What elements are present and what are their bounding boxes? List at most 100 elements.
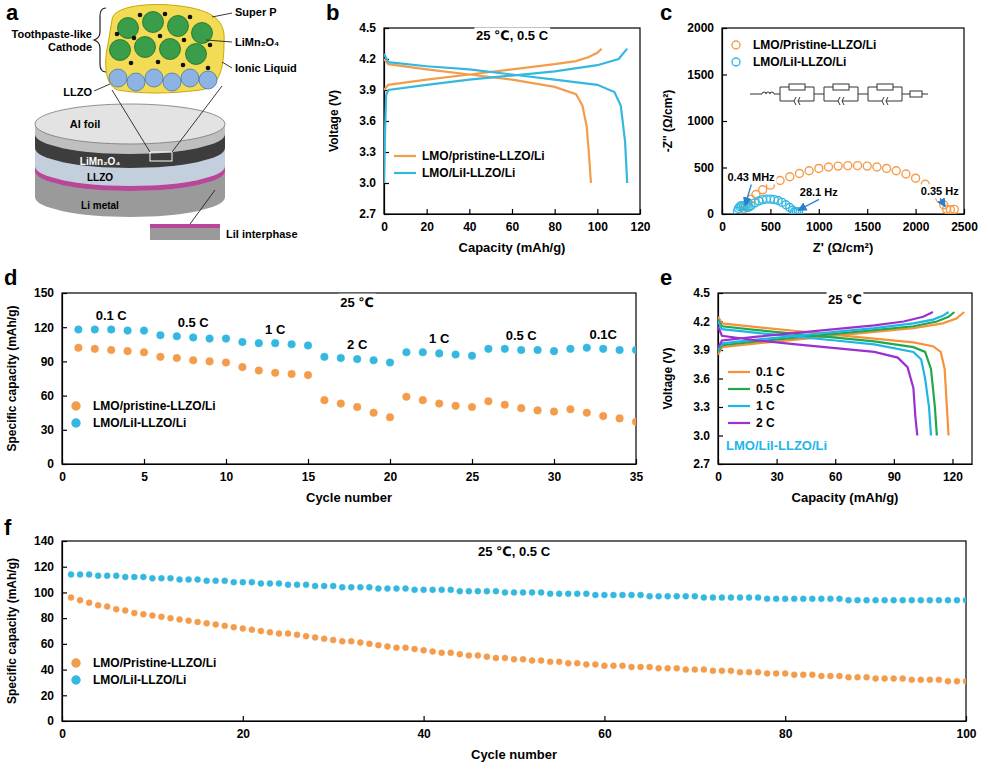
data-point xyxy=(240,579,246,585)
diagram-label-line: Toothpaste-like xyxy=(12,28,92,40)
tick-mark xyxy=(62,695,67,696)
tick-label: 0 xyxy=(47,714,54,728)
axis: 2.73.03.33.63.94.24.5 xyxy=(693,286,723,471)
data-point xyxy=(321,353,329,361)
data-point xyxy=(204,620,210,626)
data-point xyxy=(601,663,607,669)
tick-label: 1000 xyxy=(806,220,833,234)
annotation-patch xyxy=(428,330,452,347)
data-point xyxy=(157,353,165,361)
tick-label: 30 xyxy=(41,423,55,437)
diagram-label: Toothpaste-likeCathode xyxy=(12,28,92,53)
data-point xyxy=(140,327,148,335)
data-point xyxy=(647,664,653,670)
x-axis-title: Capacity (mAh/g) xyxy=(792,490,899,505)
data-point xyxy=(864,674,870,680)
data-point xyxy=(891,597,897,603)
limn2o4-particle xyxy=(160,39,181,60)
circuit-resistor xyxy=(877,84,893,90)
circuit-wire xyxy=(824,101,838,102)
leader-line xyxy=(190,190,215,224)
data-point xyxy=(403,393,411,401)
data-point xyxy=(782,596,788,602)
tick-label: 30 xyxy=(548,470,562,484)
data-point xyxy=(567,405,575,413)
data-point xyxy=(195,577,201,583)
plot-frame xyxy=(384,28,640,214)
limn2o4-particle xyxy=(143,12,164,33)
tick: 30 xyxy=(41,423,67,437)
axis: 05101520253035 xyxy=(59,459,643,484)
tick-mark xyxy=(390,459,391,464)
legend-swatch xyxy=(732,41,740,49)
axis-line xyxy=(385,214,641,215)
data-point xyxy=(366,584,372,590)
tick: 4.5 xyxy=(359,21,389,35)
y-axis-title: -Z'' (Ω/cm²) xyxy=(661,90,675,153)
tick-label: 2.7 xyxy=(693,457,710,471)
super-p-particle xyxy=(129,61,134,66)
data-point xyxy=(834,162,842,170)
tick-mark xyxy=(722,74,727,75)
super-p-particle xyxy=(132,36,137,41)
data-point xyxy=(439,587,445,593)
data-point xyxy=(737,595,743,601)
tick: 60 xyxy=(41,389,67,403)
data-point xyxy=(357,640,363,646)
diagram-label: LiI interphase xyxy=(226,228,298,240)
tick-label: 10 xyxy=(220,470,234,484)
llzo-particle xyxy=(127,73,145,91)
data-point xyxy=(239,338,247,346)
tick-label: 4.5 xyxy=(359,21,376,35)
data-point xyxy=(599,412,607,420)
legend-label: LMO/LiI-LLZO/Li xyxy=(422,166,515,180)
data-point xyxy=(728,595,734,601)
data-point xyxy=(710,595,716,601)
super-p-particle xyxy=(206,66,211,71)
data-point xyxy=(312,583,318,589)
y-axis-title: Voltage (V) xyxy=(327,90,341,152)
data-point xyxy=(501,345,509,353)
tick-label: 2000 xyxy=(687,21,714,35)
tick-mark xyxy=(62,430,67,431)
legend-item: LMO/LiI-LLZO/Li xyxy=(72,416,186,430)
tick: 40 xyxy=(463,209,477,234)
tick-label: 150 xyxy=(34,286,54,300)
data-point xyxy=(384,643,390,649)
data-point xyxy=(86,571,92,577)
tick-label: 100 xyxy=(34,586,54,600)
tick: 2000 xyxy=(903,209,930,234)
data-point xyxy=(412,646,418,652)
data-point xyxy=(267,580,273,586)
data-point xyxy=(403,586,409,592)
tick-mark xyxy=(62,618,67,619)
tick-mark xyxy=(964,209,965,214)
data-point xyxy=(285,631,291,637)
legend-label: LMO/pristine-LLZO/Li xyxy=(93,399,216,413)
legend-swatch xyxy=(728,405,750,407)
legend-swatch xyxy=(728,422,750,424)
axis: 0500100015002000 xyxy=(687,21,727,221)
data-point xyxy=(258,580,264,586)
tick: 20 xyxy=(420,209,434,234)
series-line xyxy=(718,312,954,436)
annotations: 25 ℃LMO/LiI-LLZO/Li xyxy=(725,291,864,453)
data-point xyxy=(484,588,490,594)
circuit-wire xyxy=(774,94,780,95)
data-point xyxy=(534,407,542,415)
tick-label: 40 xyxy=(417,727,431,741)
annotation-patch xyxy=(725,437,829,454)
tick-label: 0 xyxy=(719,220,726,234)
annotation: 25 ℃ xyxy=(339,294,376,311)
data-point xyxy=(610,592,616,598)
data-point xyxy=(963,597,966,603)
legend-swatch xyxy=(394,172,416,174)
super-p-particle xyxy=(115,32,120,37)
legend-swatch xyxy=(72,676,80,684)
data-point xyxy=(619,592,625,598)
data-point xyxy=(936,597,942,603)
legend-swatch xyxy=(732,58,740,66)
zoom-box xyxy=(150,152,172,161)
tick-label: 20 xyxy=(384,470,398,484)
data-point xyxy=(131,574,137,580)
